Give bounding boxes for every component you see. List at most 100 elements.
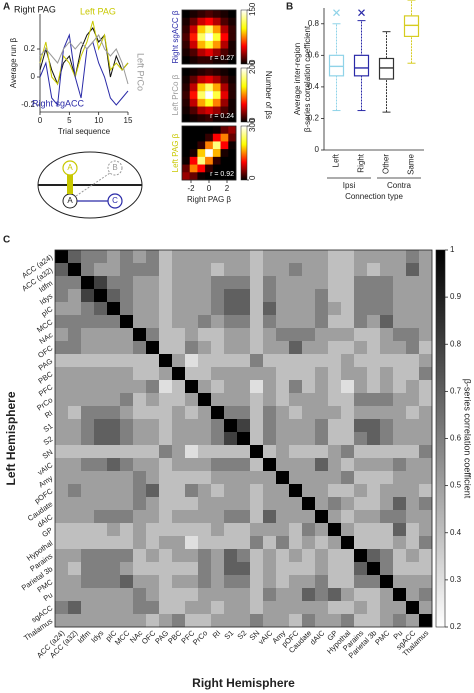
matrix-cell [302, 562, 316, 576]
hist-cell [197, 126, 206, 134]
matrix-cell [133, 276, 147, 290]
matrix-cell [393, 276, 407, 290]
matrix-cell [289, 367, 303, 381]
matrix-cell [211, 510, 225, 524]
matrix-cell [354, 588, 368, 602]
matrix-cell [81, 328, 95, 342]
colorbar [240, 9, 248, 65]
matrix-cell [159, 276, 173, 290]
matrix-cell [133, 510, 147, 524]
matrix-cell [328, 406, 342, 420]
matrix-cell [107, 484, 121, 498]
colorbar-tick-label: 0.4 [450, 528, 462, 537]
matrix-cell [419, 510, 433, 524]
matrix-cell [55, 497, 69, 511]
matrix-cell [198, 458, 212, 472]
matrix-cell [419, 614, 433, 628]
matrix-cell [302, 588, 316, 602]
matrix-cell [302, 419, 316, 433]
matrix-cell [81, 536, 95, 550]
matrix-cell [315, 315, 329, 329]
matrix-cell [354, 406, 368, 420]
hist-cell [228, 10, 237, 18]
hist-cell [182, 133, 190, 142]
matrix-cell [172, 575, 186, 589]
matrix-cell [224, 302, 238, 316]
matrix-cell [133, 393, 147, 407]
matrix-cell [419, 263, 433, 277]
matrix-cell [68, 588, 82, 602]
matrix-cell [406, 510, 420, 524]
matrix-cell [211, 549, 225, 563]
matrix-cell [289, 276, 303, 290]
matrix-cell [328, 458, 342, 472]
matrix-cell [250, 432, 264, 446]
hist-cell [205, 156, 214, 165]
annotation: r = 0.27 [210, 55, 234, 62]
matrix-cell [68, 367, 82, 381]
matrix-cell [315, 432, 329, 446]
matrix-cell [198, 367, 212, 381]
matrix-cell [250, 367, 264, 381]
matrix-cell [81, 549, 95, 563]
hist-cell [189, 48, 198, 57]
matrix-cell [250, 497, 264, 511]
hist-cell [205, 75, 214, 84]
matrix-cell [250, 250, 264, 264]
matrix-cell [120, 432, 134, 446]
matrix-cell [198, 380, 212, 394]
matrix-cell [94, 419, 108, 433]
matrix-cell [237, 510, 251, 524]
hist-cell [197, 83, 206, 92]
matrix-cell [406, 354, 420, 368]
x-axis-label: Trial sequence [58, 127, 111, 136]
hist-cell [197, 17, 206, 26]
matrix-cell [393, 315, 407, 329]
matrix-cell [81, 250, 95, 264]
matrix-cell [107, 562, 121, 576]
matrix-cell [68, 510, 82, 524]
hist-cell [212, 25, 221, 34]
matrix-cell [367, 484, 381, 498]
matrix-cell [263, 263, 277, 277]
matrix-cell [94, 510, 108, 524]
matrix-cell [133, 315, 147, 329]
matrix-cell [55, 276, 69, 290]
hist-cell [197, 98, 206, 107]
hist-cell [205, 48, 214, 57]
matrix-cell [302, 406, 316, 420]
y-axis-label: Average inter-region [293, 43, 302, 115]
matrix-cell [393, 497, 407, 511]
matrix-cell [172, 432, 186, 446]
matrix-cell [159, 497, 173, 511]
matrix-cell [107, 523, 121, 537]
matrix-cell [276, 250, 290, 264]
matrix-cell [224, 536, 238, 550]
node-label: B [112, 163, 117, 172]
matrix-cell [211, 536, 225, 550]
matrix-cell [237, 354, 251, 368]
matrix-cell [276, 588, 290, 602]
matrix-cell [133, 263, 147, 277]
matrix-cell [406, 289, 420, 303]
matrix-cell [341, 614, 355, 628]
matrix-cell [328, 315, 342, 329]
matrix-cell [185, 406, 199, 420]
matrix-cell [198, 484, 212, 498]
matrix-cell [367, 263, 381, 277]
matrix-cell [289, 523, 303, 537]
matrix-cell [55, 458, 69, 472]
colorbar [240, 125, 248, 181]
matrix-cell [172, 406, 186, 420]
hist-cell [205, 68, 214, 76]
matrix-cell [263, 289, 277, 303]
matrix-cell [133, 406, 147, 420]
matrix-cell [263, 302, 277, 316]
matrix-cell [55, 367, 69, 381]
matrix-cell [185, 393, 199, 407]
hist-cell [220, 141, 229, 150]
matrix-cell [107, 458, 121, 472]
hist-cell [220, 172, 229, 181]
matrix-cell [354, 484, 368, 498]
hist-cell [228, 164, 237, 173]
